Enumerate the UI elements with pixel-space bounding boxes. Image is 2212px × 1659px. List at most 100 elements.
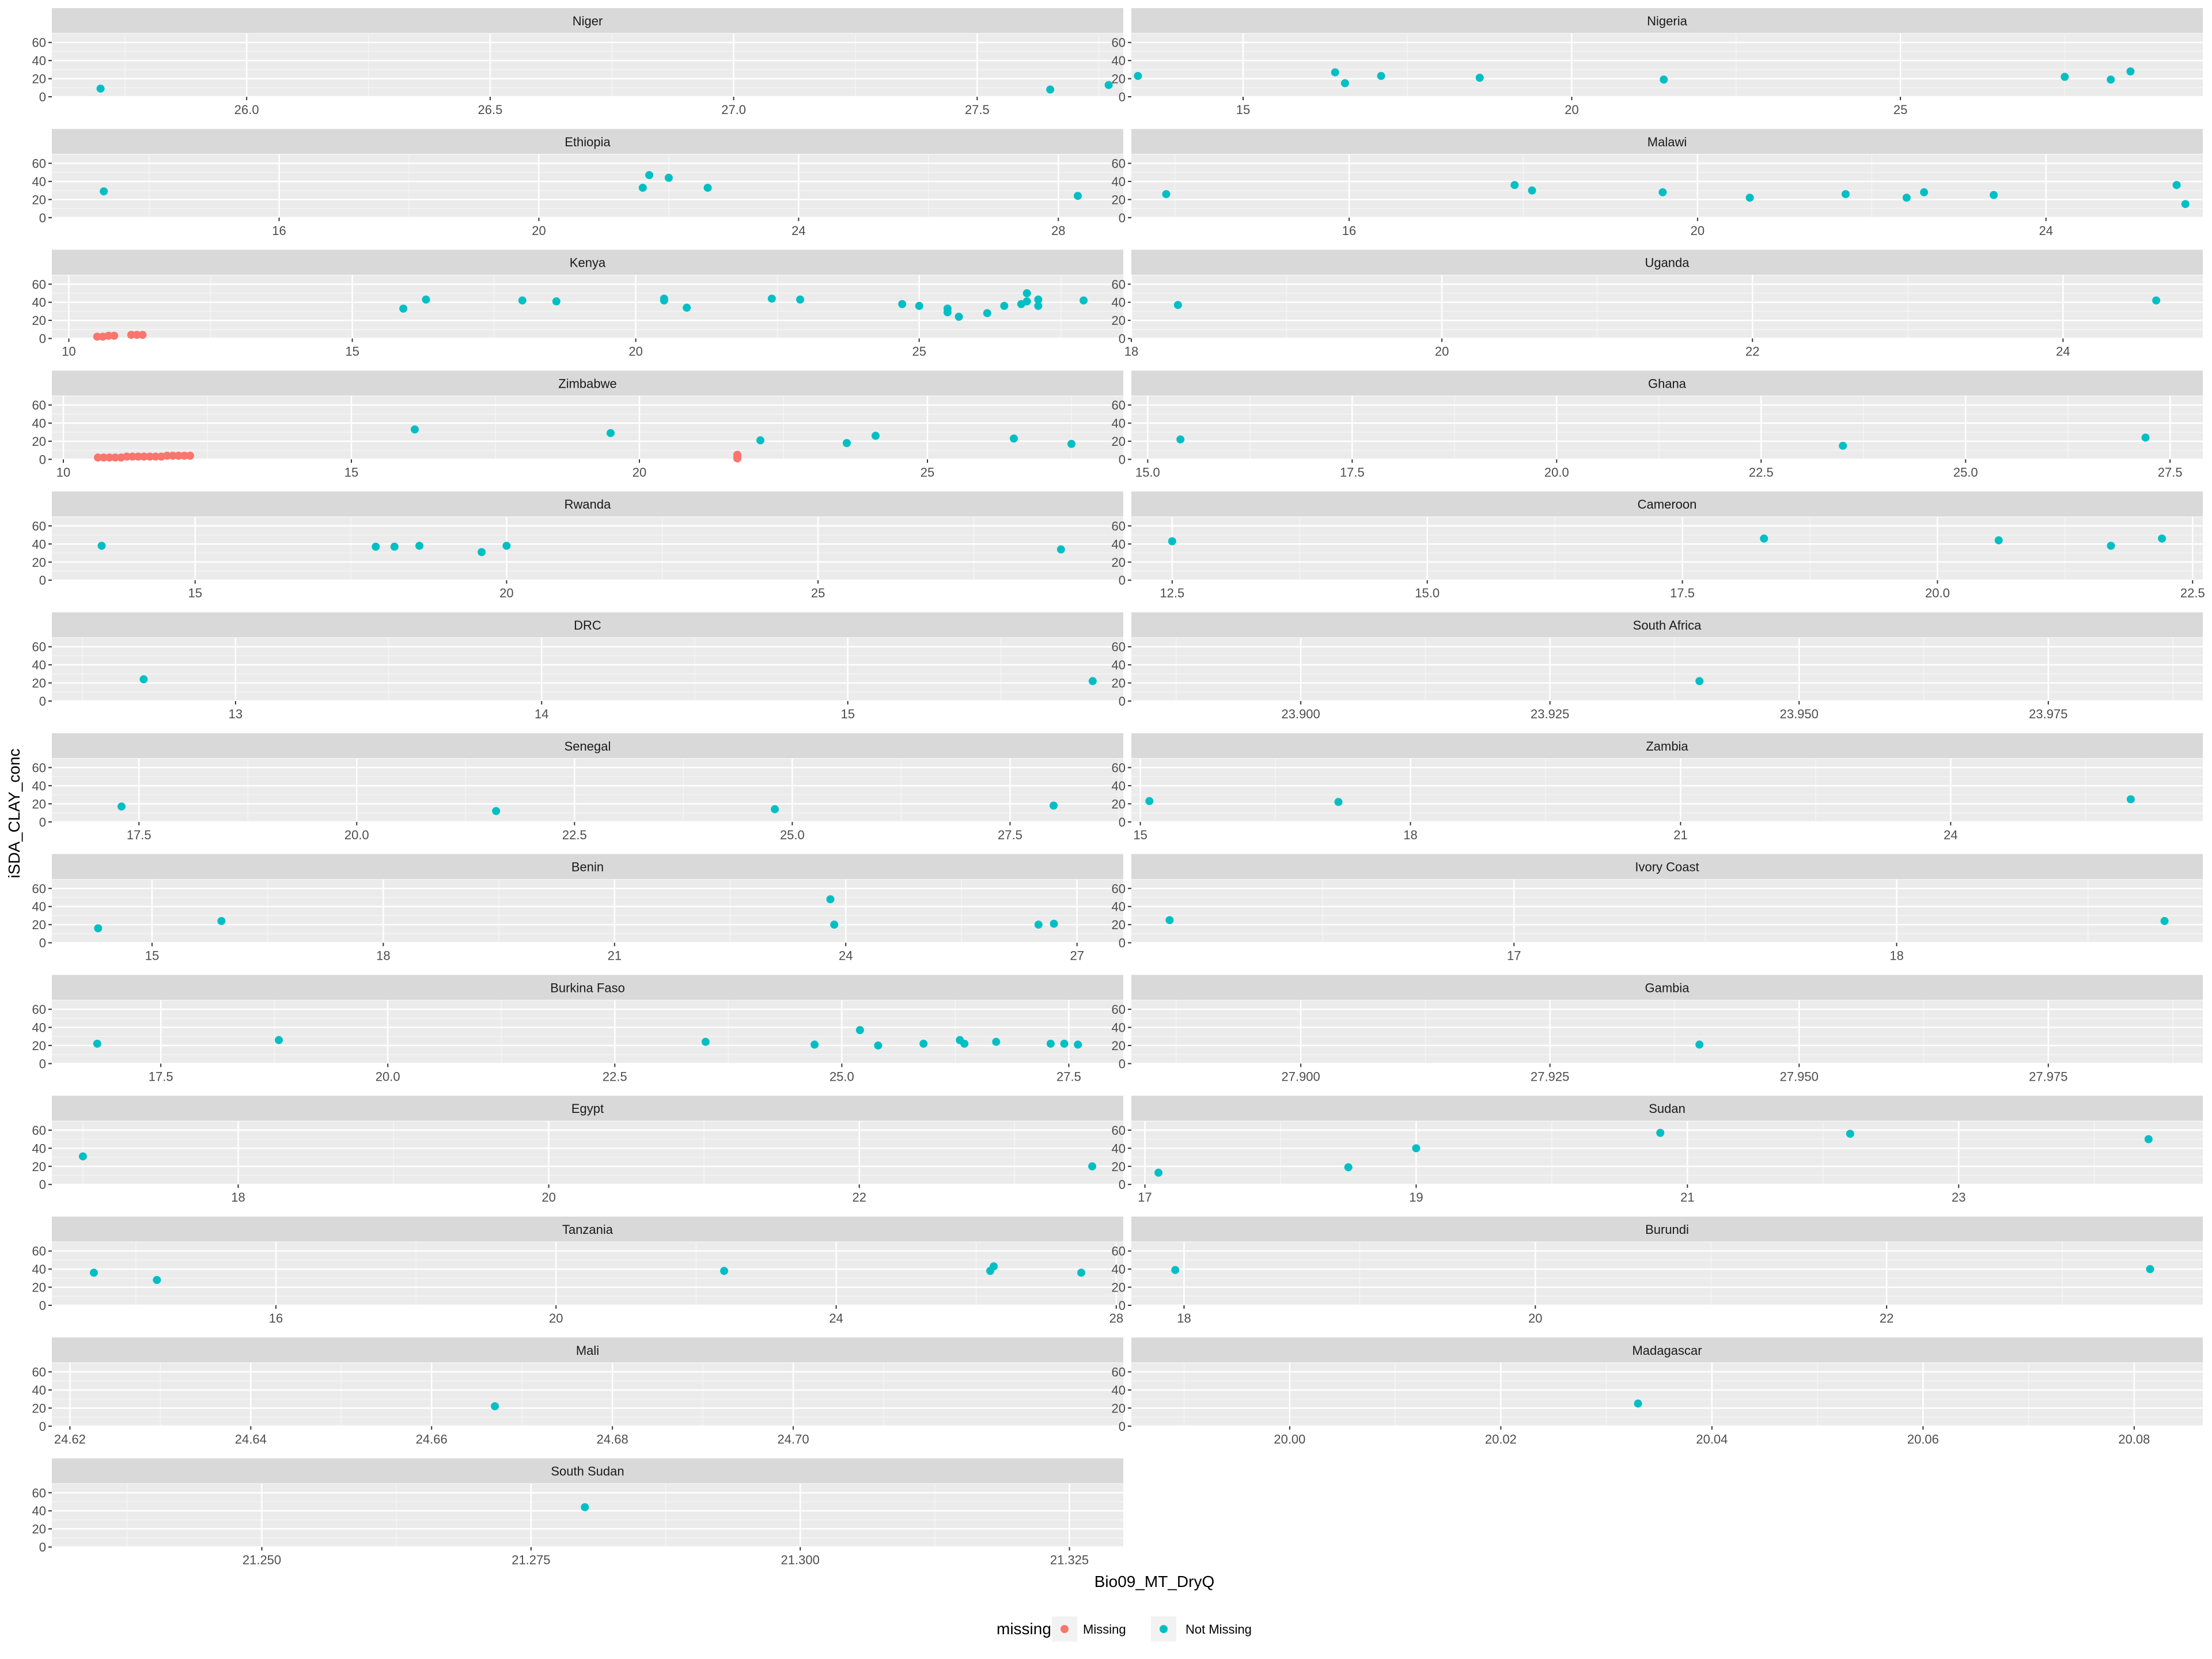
y-tick-label: 20: [1112, 797, 1126, 811]
panel-sudan: Sudan 0 20 40 60 17 19 21 23: [1112, 1096, 2203, 1205]
plot-area-benin: [52, 879, 1123, 943]
data-point-present: [96, 84, 105, 93]
y-tick-label: 20: [1112, 918, 1126, 932]
y-tick-label: 40: [32, 900, 46, 914]
data-point-present: [960, 1039, 969, 1048]
y-tick-label: 0: [1119, 815, 1126, 830]
plot-area-gambia: [1131, 1000, 2203, 1064]
plot-area-burkina-faso: [52, 1000, 1123, 1064]
data-point-present: [1104, 81, 1113, 89]
strip-gambia: [1131, 975, 2203, 1001]
x-tick-label: 16: [1342, 224, 1356, 238]
y-tick-label: 0: [1119, 90, 1126, 104]
plot-area-uganda: [1131, 275, 2203, 339]
data-point-present: [664, 173, 673, 182]
data-point-present: [1745, 194, 1754, 202]
data-point-present: [552, 297, 560, 306]
x-tick-label: 18: [1403, 828, 1417, 842]
strip-label-ghana: Ghana: [1648, 376, 1687, 391]
panel-senegal: Senegal 0 20 40 60 17.5 20.0 22.5 25.0 27.5: [32, 733, 1123, 842]
y-tick-label: 0: [39, 1419, 46, 1434]
y-tick-label: 60: [1112, 1123, 1126, 1138]
y-tick-label: 20: [1112, 555, 1126, 570]
strip-label-senegal: Senegal: [565, 739, 611, 753]
y-tick-label: 60: [32, 1365, 46, 1380]
x-tick-label: 20: [1435, 344, 1449, 359]
data-point-missing: [163, 452, 171, 460]
data-point-missing: [134, 452, 142, 461]
strip-zimbabwe: [52, 370, 1123, 396]
data-point-present: [1176, 435, 1185, 444]
x-tick-label: 20.00: [1274, 1432, 1305, 1446]
facet-panels: Niger 0 20 40 60 26.0 26.5 27.0 27.5 Nigeria 0 20 40…: [32, 8, 2205, 1567]
y-tick-label: 40: [1112, 175, 1126, 189]
y-tick-label: 60: [1112, 36, 1126, 50]
data-point-present: [1760, 534, 1768, 543]
x-tick-label: 20: [628, 344, 642, 359]
strip-south-sudan: [52, 1458, 1123, 1484]
data-point-present: [645, 171, 654, 179]
panel-egypt: Egypt 0 20 40 60 18 20 22: [32, 1096, 1123, 1205]
panel-malawi: Malawi 0 20 40 60 16 20 24: [1112, 128, 2203, 238]
x-tick-label: 20.08: [2118, 1432, 2150, 1446]
data-point-present: [1902, 194, 1911, 202]
y-tick-label: 40: [1112, 54, 1126, 68]
data-point-present: [756, 436, 764, 445]
data-point-present: [78, 1152, 87, 1161]
x-tick-label: 25.0: [780, 828, 805, 842]
data-point-present: [1334, 798, 1343, 806]
x-tick-label: 17.5: [1670, 586, 1695, 600]
x-tick-label: 15: [145, 949, 159, 963]
plot-area-south-sudan: [52, 1483, 1123, 1547]
x-tick-label: 15: [344, 465, 358, 479]
strip-label-mali: Mali: [576, 1343, 599, 1358]
panel-benin: Benin 0 20 40 60 15 18 21 24 27: [32, 854, 1123, 963]
x-tick-label: 27.5: [998, 828, 1022, 842]
y-tick-label: 0: [39, 211, 46, 225]
y-tick-label: 40: [1112, 1262, 1126, 1277]
data-point-present: [1660, 75, 1668, 84]
data-point-missing: [169, 452, 177, 460]
data-point-missing: [733, 450, 741, 459]
panel-kenya: Kenya 0 20 40 60 10 15 20 25: [32, 249, 1123, 359]
x-tick-label: 20.02: [1485, 1432, 1517, 1446]
data-point-present: [390, 543, 399, 551]
y-tick-label: 20: [1112, 434, 1126, 449]
strip-ghana: [1131, 370, 2203, 396]
data-point-present: [898, 300, 907, 308]
plot-area-zimbabwe: [52, 396, 1123, 460]
y-tick-label: 0: [39, 90, 46, 104]
y-tick-label: 40: [1112, 779, 1126, 793]
data-point-missing: [140, 452, 148, 461]
data-point-missing: [138, 331, 147, 339]
y-tick-label: 20: [32, 555, 46, 570]
x-tick-label: 17.5: [1340, 465, 1365, 479]
y-tick-label: 60: [1112, 640, 1126, 654]
strip-benin: [52, 854, 1123, 880]
data-point-present: [992, 1037, 1001, 1046]
x-tick-label: 27: [1070, 949, 1084, 963]
x-tick-label: 27.950: [1780, 1069, 1819, 1084]
x-tick-label: 27.975: [2029, 1069, 2067, 1084]
y-tick-label: 40: [1112, 416, 1126, 431]
x-tick-label: 27.5: [2158, 465, 2183, 479]
strip-senegal: [52, 733, 1123, 759]
plot-area-ethiopia: [52, 154, 1123, 218]
data-point-present: [492, 806, 501, 815]
data-point-present: [93, 1039, 101, 1048]
y-tick-label: 60: [1112, 519, 1126, 533]
strip-label-sudan: Sudan: [1649, 1101, 1685, 1116]
data-point-present: [100, 187, 108, 196]
plot-area-senegal: [52, 758, 1123, 822]
x-tick-label: 22.5: [562, 828, 587, 842]
data-point-present: [771, 805, 779, 813]
data-point-present: [1344, 1163, 1353, 1172]
plot-area-ghana: [1131, 396, 2203, 460]
data-point-present: [843, 439, 851, 448]
y-tick-label: 0: [1119, 573, 1126, 588]
data-point-present: [153, 1276, 161, 1284]
data-point-present: [826, 895, 835, 904]
y-tick-label: 40: [32, 1383, 46, 1397]
x-tick-label: 20: [532, 224, 546, 238]
y-tick-label: 40: [32, 779, 46, 793]
